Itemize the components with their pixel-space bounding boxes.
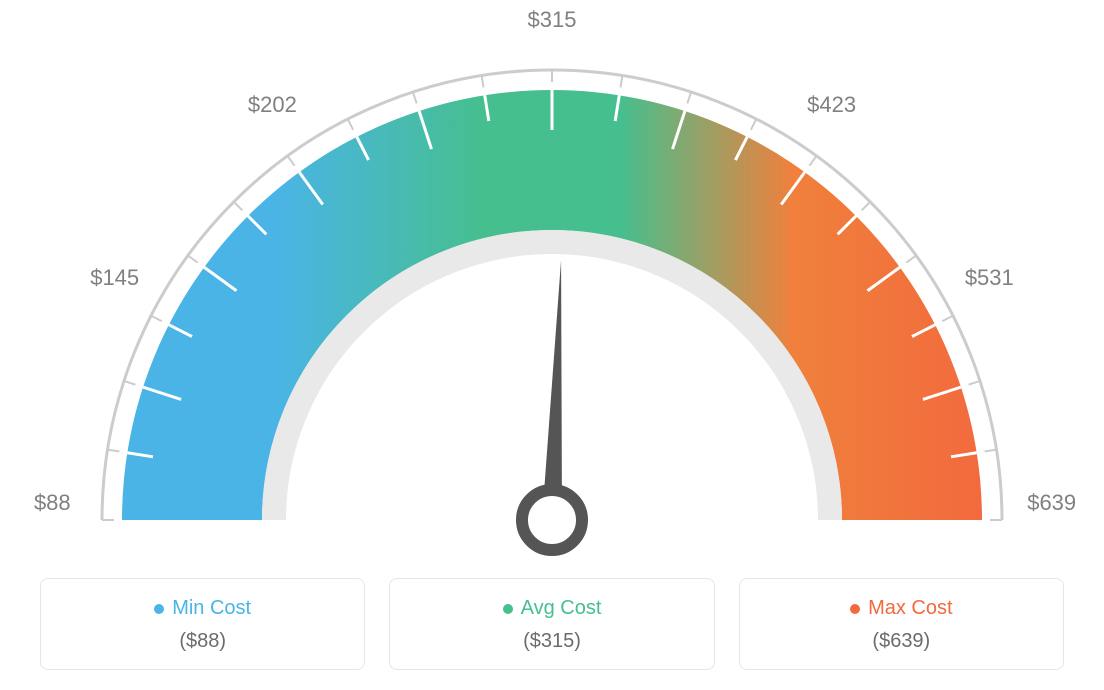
gauge-scale-tick [287, 156, 294, 166]
gauge-tick-label: $315 [528, 7, 577, 33]
legend-card-max: Max Cost ($639) [739, 578, 1064, 670]
legend-avg-header: Avg Cost [400, 597, 703, 620]
legend-min-header: Min Cost [51, 597, 354, 620]
gauge-scale-tick [621, 76, 623, 88]
gauge-scale-tick [942, 316, 953, 321]
gauge-scale-tick [413, 92, 417, 103]
gauge-svg [0, 0, 1104, 560]
gauge-tick-label: $639 [1027, 490, 1076, 516]
gauge-scale-tick [348, 119, 353, 130]
gauge-tick-label: $145 [90, 265, 139, 291]
gauge-scale-tick [108, 450, 120, 452]
dot-max-icon [850, 604, 860, 614]
gauge-tick-label: $423 [807, 92, 856, 118]
dot-avg-icon [503, 604, 513, 614]
gauge-scale-tick [906, 255, 916, 262]
gauge-scale-tick [985, 450, 997, 452]
gauge-scale-tick [234, 202, 242, 210]
gauge-scale-tick [969, 381, 980, 385]
gauge-scale-tick [687, 92, 691, 103]
gauge-needle [542, 260, 562, 520]
gauge-scale-tick [751, 119, 756, 130]
legend-max-label: Max Cost [868, 597, 952, 620]
legend-card-min: Min Cost ($88) [40, 578, 365, 670]
gauge-scale-tick [482, 76, 484, 88]
gauge-area: $88 $145 $202 $315 $423 $531 $639 [0, 0, 1104, 560]
gauge-hub [522, 490, 582, 550]
legend-max-value: ($639) [750, 630, 1053, 653]
gauge-scale-tick [809, 156, 816, 166]
legend-card-avg: Avg Cost ($315) [389, 578, 714, 670]
gauge-tick-label: $531 [965, 265, 1014, 291]
legend-avg-value: ($315) [400, 630, 703, 653]
legend-min-label: Min Cost [172, 597, 251, 620]
gauge-tick-label: $88 [34, 490, 71, 516]
legend-avg-label: Avg Cost [521, 597, 602, 620]
legend-min-value: ($88) [51, 630, 354, 653]
gauge-scale-tick [188, 255, 198, 262]
legend-row: Min Cost ($88) Avg Cost ($315) Max Cost … [40, 578, 1064, 670]
gauge-tick-label: $202 [248, 92, 297, 118]
gauge-scale-tick [862, 202, 870, 210]
gauge-scale-tick [151, 316, 162, 321]
legend-max-header: Max Cost [750, 597, 1053, 620]
cost-gauge-chart: $88 $145 $202 $315 $423 $531 $639 Min Cost ($8… [0, 0, 1104, 690]
dot-min-icon [154, 604, 164, 614]
gauge-scale-tick [124, 381, 135, 385]
